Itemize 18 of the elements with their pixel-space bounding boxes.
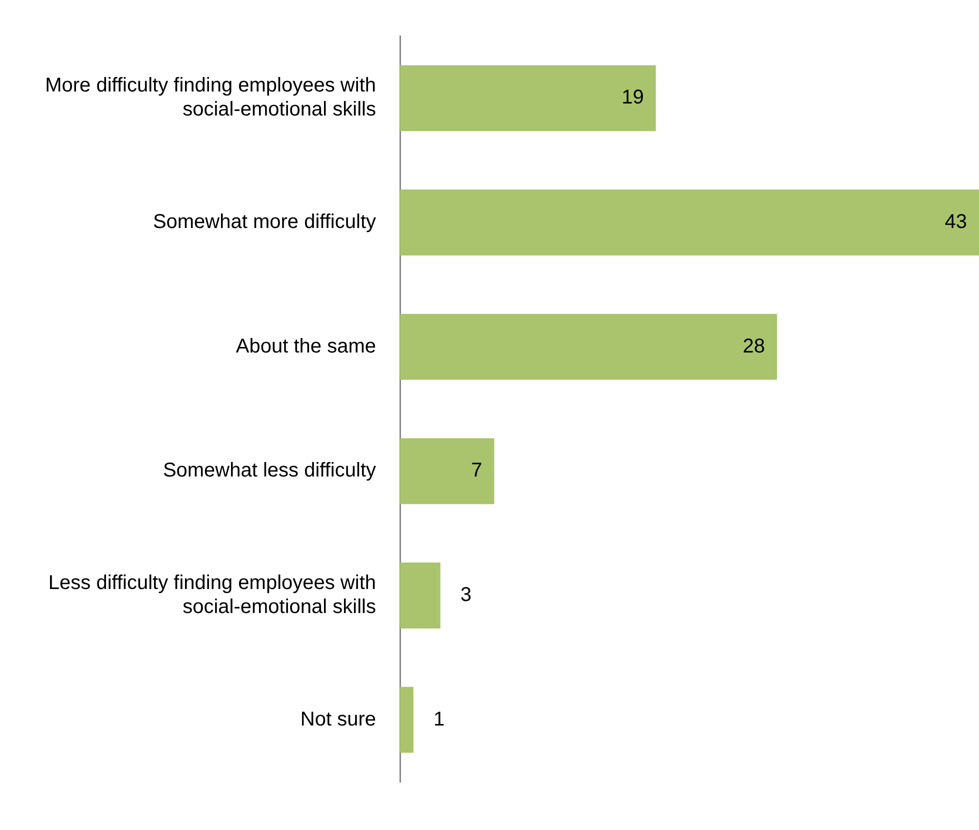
bar: [400, 314, 778, 380]
y-tick-label: Somewhat more difficulty: [152, 211, 376, 234]
data-label: 28: [742, 335, 766, 358]
data-label: 43: [944, 211, 967, 234]
y-tick-label: About the same: [236, 335, 376, 358]
y-tick-label: Not sure: [300, 708, 376, 730]
y-tick-label: Less difficulty finding employees with social-emotional skills: [48, 572, 376, 618]
bar: [400, 190, 979, 256]
bar: [400, 438, 494, 504]
data-label: 19: [622, 86, 644, 109]
bar: [400, 562, 440, 628]
y-tick-label: Somewhat less difficulty: [162, 460, 376, 482]
data-label: 1: [433, 708, 445, 730]
bar: [400, 686, 414, 753]
bar: [400, 65, 656, 132]
data-label: 7: [471, 460, 482, 482]
data-label: 3: [460, 584, 472, 606]
y-tick-label: More difficulty finding employees with social-emotional skills: [45, 74, 376, 121]
